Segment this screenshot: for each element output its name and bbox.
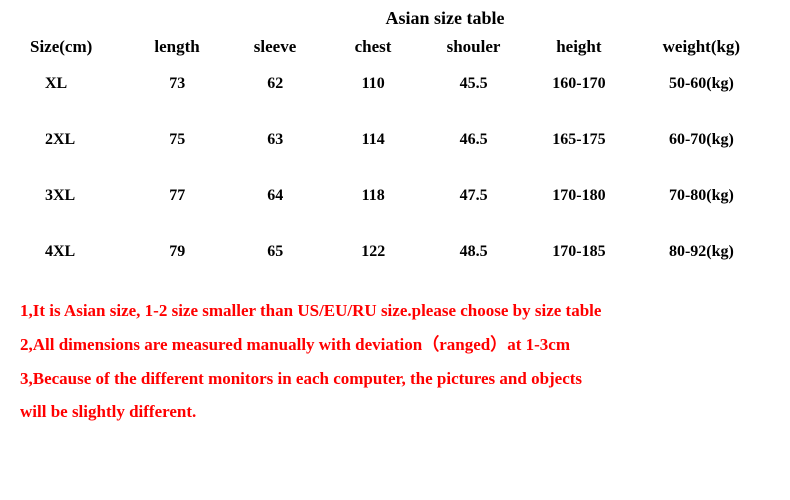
- cell-size: XL: [20, 75, 128, 93]
- header-chest: chest: [324, 37, 422, 57]
- table-header-row: Size(cm) length sleeve chest shouler hei…: [20, 37, 770, 57]
- cell-length: 79: [128, 243, 226, 261]
- size-table: Size(cm) length sleeve chest shouler hei…: [20, 37, 770, 261]
- cell-weight: 80-92(kg): [633, 243, 770, 261]
- cell-sleeve: 63: [226, 131, 324, 149]
- cell-shoulder: 47.5: [422, 187, 525, 205]
- cell-length: 75: [128, 131, 226, 149]
- header-weight: weight(kg): [633, 37, 770, 57]
- note-line: will be slightly different.: [20, 400, 770, 424]
- cell-size: 4XL: [20, 243, 128, 261]
- cell-shoulder: 45.5: [422, 75, 525, 93]
- cell-height: 160-170: [525, 75, 633, 93]
- table-row: 3XL 77 64 118 47.5 170-180 70-80(kg): [20, 187, 770, 205]
- table-title: Asian size table: [20, 8, 770, 29]
- cell-weight: 70-80(kg): [633, 187, 770, 205]
- cell-height: 165-175: [525, 131, 633, 149]
- header-shoulder: shouler: [422, 37, 525, 57]
- cell-shoulder: 46.5: [422, 131, 525, 149]
- cell-size: 2XL: [20, 131, 128, 149]
- note-line: 3,Because of the different monitors in e…: [20, 367, 770, 391]
- table-row: XL 73 62 110 45.5 160-170 50-60(kg): [20, 75, 770, 93]
- table-row: 2XL 75 63 114 46.5 165-175 60-70(kg): [20, 131, 770, 149]
- cell-height: 170-180: [525, 187, 633, 205]
- cell-shoulder: 48.5: [422, 243, 525, 261]
- header-size: Size(cm): [20, 37, 128, 57]
- cell-sleeve: 65: [226, 243, 324, 261]
- cell-chest: 114: [324, 131, 422, 149]
- cell-length: 77: [128, 187, 226, 205]
- cell-height: 170-185: [525, 243, 633, 261]
- cell-weight: 60-70(kg): [633, 131, 770, 149]
- cell-sleeve: 62: [226, 75, 324, 93]
- table-row: 4XL 79 65 122 48.5 170-185 80-92(kg): [20, 243, 770, 261]
- cell-weight: 50-60(kg): [633, 75, 770, 93]
- cell-chest: 122: [324, 243, 422, 261]
- cell-sleeve: 64: [226, 187, 324, 205]
- cell-size: 3XL: [20, 187, 128, 205]
- note-line: 2,All dimensions are measured manually w…: [20, 333, 770, 357]
- header-length: length: [128, 37, 226, 57]
- header-sleeve: sleeve: [226, 37, 324, 57]
- cell-length: 73: [128, 75, 226, 93]
- note-line: 1,It is Asian size, 1-2 size smaller tha…: [20, 299, 770, 323]
- notes-section: 1,It is Asian size, 1-2 size smaller tha…: [20, 299, 770, 424]
- header-height: height: [525, 37, 633, 57]
- cell-chest: 110: [324, 75, 422, 93]
- cell-chest: 118: [324, 187, 422, 205]
